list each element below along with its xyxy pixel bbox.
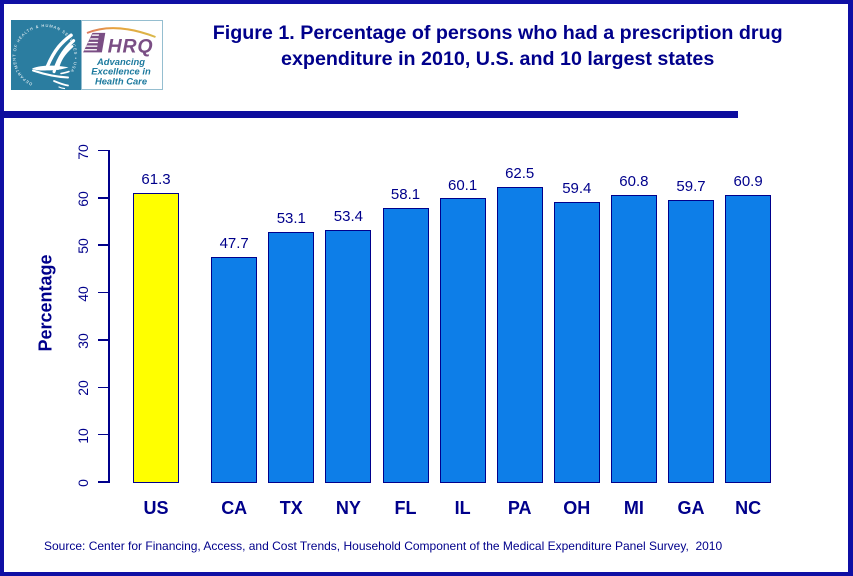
svg-text:Excellence in: Excellence in bbox=[91, 66, 151, 77]
svg-text:Health Care: Health Care bbox=[95, 75, 147, 86]
svg-text:HRQ: HRQ bbox=[108, 35, 154, 57]
svg-text:Advancing: Advancing bbox=[96, 56, 145, 67]
